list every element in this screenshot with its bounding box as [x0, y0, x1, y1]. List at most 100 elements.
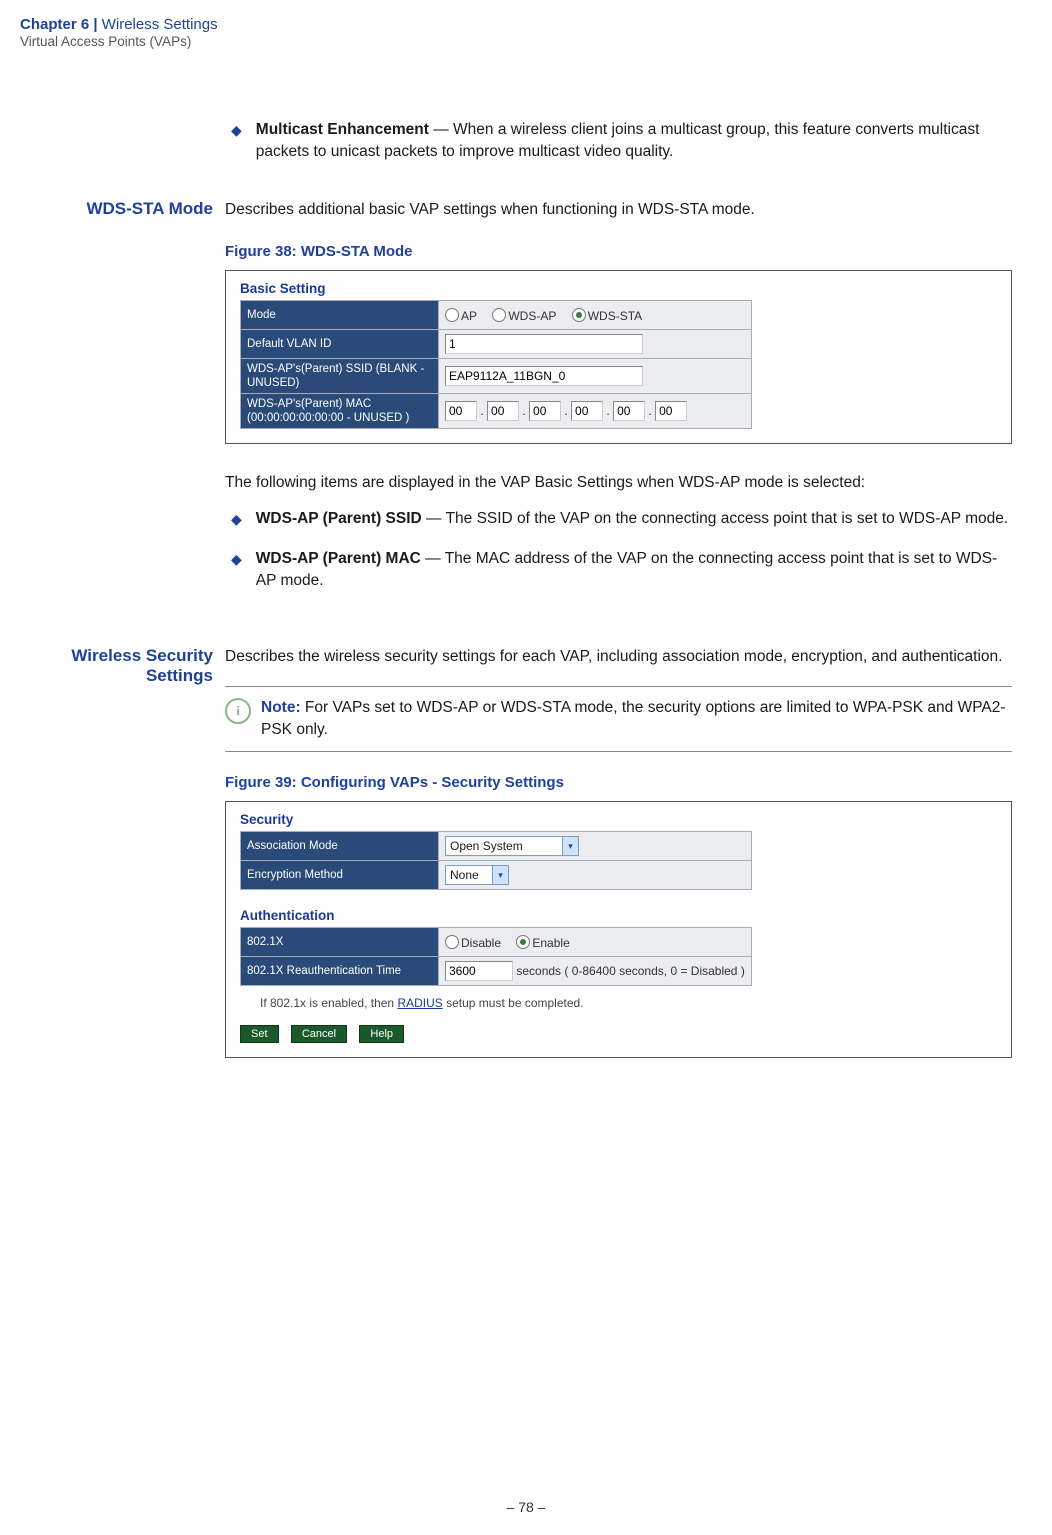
label-parent-mac: WDS-AP's(Parent) MAC (00:00:00:00:00:00 …	[241, 394, 439, 429]
security-panel-title: Security	[240, 812, 997, 827]
hint-pre: If 802.1x is enabled, then	[260, 996, 397, 1010]
figure-39-box: Security Association Mode Open System ▾	[225, 801, 1012, 1058]
bullet-term: Multicast Enhancement	[256, 121, 429, 138]
security-table: Association Mode Open System ▾ Encryptio…	[240, 831, 752, 890]
chapter-label: Chapter 6	[20, 16, 89, 33]
figure-38-box: Basic Setting Mode AP WDS-AP WDS-STA Def…	[225, 270, 1012, 444]
label-vlan: Default VLAN ID	[241, 330, 439, 359]
label-encryption-method: Encryption Method	[241, 861, 439, 890]
section-heading-wds-sta: WDS-STA Mode	[20, 199, 225, 219]
set-button[interactable]: Set	[240, 1025, 279, 1043]
bullet-sep: —	[429, 121, 453, 138]
security-intro: Describes the wireless security settings…	[225, 646, 1012, 668]
bullet-parent-mac: ◆ WDS-AP (Parent) MAC — The MAC address …	[225, 548, 1012, 592]
reauth-suffix: seconds ( 0-86400 seconds, 0 = Disabled …	[516, 964, 744, 978]
page-number: – 78 –	[0, 1499, 1052, 1515]
bullet-parent-ssid: ◆ WDS-AP (Parent) SSID — The SSID of the…	[225, 508, 1012, 530]
label-parent-ssid: WDS-AP's(Parent) SSID (BLANK - UNUSED)	[241, 359, 439, 394]
label-8021x: 802.1X	[241, 928, 439, 957]
bullet-multicast: ◆ Multicast Enhancement — When a wireles…	[225, 119, 1012, 163]
radio-ap-label: AP	[461, 309, 477, 323]
bullet-text: WDS-AP (Parent) SSID — The SSID of the V…	[256, 508, 1008, 530]
field-reauth-time: seconds ( 0-86400 seconds, 0 = Disabled …	[439, 957, 752, 986]
basic-setting-title: Basic Setting	[240, 281, 997, 296]
bullet-icon: ◆	[231, 508, 242, 530]
select-value: None	[450, 868, 488, 882]
note-text: Note: For VAPs set to WDS-AP or WDS-STA …	[261, 697, 1012, 741]
bullet-text: Multicast Enhancement — When a wireless …	[256, 119, 1012, 163]
row-8021x: 802.1X Disable Enable	[241, 928, 752, 957]
header-divider: |	[89, 16, 102, 33]
radio-wds-sta-label: WDS-STA	[588, 309, 642, 323]
label-association-mode: Association Mode	[241, 832, 439, 861]
wds-sta-followup: The following items are displayed in the…	[225, 472, 1012, 494]
header-subtitle: Virtual Access Points (VAPs)	[20, 34, 1012, 49]
select-encryption-method[interactable]: None ▾	[445, 865, 509, 885]
note-label: Note:	[261, 699, 301, 716]
radio-8021x-disable[interactable]	[445, 935, 459, 949]
row-mode: Mode AP WDS-AP WDS-STA	[241, 301, 752, 330]
bullet-icon: ◆	[231, 548, 242, 592]
radio-8021x-enable-label: Enable	[532, 936, 569, 950]
bullet-icon: ◆	[231, 119, 242, 163]
select-association-mode[interactable]: Open System ▾	[445, 836, 579, 856]
field-vlan	[439, 330, 752, 359]
label-mode: Mode	[241, 301, 439, 330]
bullet-sep: —	[421, 550, 445, 567]
row-association-mode: Association Mode Open System ▾	[241, 832, 752, 861]
row-parent-mac: WDS-AP's(Parent) MAC (00:00:00:00:00:00 …	[241, 394, 752, 429]
chevron-down-icon: ▾	[492, 866, 508, 884]
field-association-mode: Open System ▾	[439, 832, 752, 861]
section-heading-security: Wireless Security Settings	[20, 646, 225, 686]
page-header: Chapter 6 | Wireless Settings	[20, 16, 1012, 33]
chevron-down-icon: ▾	[562, 837, 578, 855]
field-mode: AP WDS-AP WDS-STA	[439, 301, 752, 330]
field-encryption-method: None ▾	[439, 861, 752, 890]
radio-ap[interactable]	[445, 308, 459, 322]
bullet-text: WDS-AP (Parent) MAC — The MAC address of…	[256, 548, 1012, 592]
input-vlan[interactable]	[445, 334, 643, 354]
row-encryption-method: Encryption Method None ▾	[241, 861, 752, 890]
help-button[interactable]: Help	[359, 1025, 404, 1043]
cancel-button[interactable]: Cancel	[291, 1025, 347, 1043]
input-mac-1[interactable]	[445, 401, 477, 421]
note-body: For VAPs set to WDS-AP or WDS-STA mode, …	[261, 699, 1006, 738]
figure-39-caption: Figure 39: Configuring VAPs - Security S…	[225, 774, 1012, 791]
input-mac-4[interactable]	[571, 401, 603, 421]
radius-link[interactable]: RADIUS	[397, 996, 442, 1010]
row-vlan: Default VLAN ID	[241, 330, 752, 359]
radius-hint: If 802.1x is enabled, then RADIUS setup …	[260, 996, 997, 1010]
bullet-sep: —	[422, 510, 446, 527]
bullet-desc: The SSID of the VAP on the connecting ac…	[446, 510, 1009, 527]
bullet-term: WDS-AP (Parent) SSID	[256, 510, 422, 527]
row-reauth-time: 802.1X Reauthentication Time seconds ( 0…	[241, 957, 752, 986]
authentication-table: 802.1X Disable Enable 802.1X Reauthentic…	[240, 927, 752, 986]
input-mac-5[interactable]	[613, 401, 645, 421]
heading-line-1: Wireless Security	[71, 646, 213, 665]
radio-8021x-disable-label: Disable	[461, 936, 501, 950]
radio-wds-ap-label: WDS-AP	[508, 309, 556, 323]
input-mac-3[interactable]	[529, 401, 561, 421]
heading-line-2: Settings	[146, 666, 213, 685]
field-parent-mac: . . . . .	[439, 394, 752, 429]
radio-8021x-enable[interactable]	[516, 935, 530, 949]
info-icon: i	[225, 698, 251, 724]
field-parent-ssid	[439, 359, 752, 394]
note-box: i Note: For VAPs set to WDS-AP or WDS-ST…	[225, 686, 1012, 752]
bullet-term: WDS-AP (Parent) MAC	[256, 550, 421, 567]
field-8021x: Disable Enable	[439, 928, 752, 957]
input-mac-6[interactable]	[655, 401, 687, 421]
row-parent-ssid: WDS-AP's(Parent) SSID (BLANK - UNUSED)	[241, 359, 752, 394]
input-mac-2[interactable]	[487, 401, 519, 421]
input-parent-ssid[interactable]	[445, 366, 643, 386]
hint-post: setup must be completed.	[443, 996, 584, 1010]
authentication-title: Authentication	[240, 908, 997, 923]
figure-38-caption: Figure 38: WDS-STA Mode	[225, 243, 1012, 260]
wds-sta-intro: Describes additional basic VAP settings …	[225, 199, 1012, 221]
basic-setting-table: Mode AP WDS-AP WDS-STA Default VLAN ID	[240, 300, 752, 429]
chapter-title: Wireless Settings	[102, 16, 218, 33]
select-value: Open System	[450, 839, 558, 853]
input-reauth-time[interactable]	[445, 961, 513, 981]
radio-wds-sta[interactable]	[572, 308, 586, 322]
radio-wds-ap[interactable]	[492, 308, 506, 322]
